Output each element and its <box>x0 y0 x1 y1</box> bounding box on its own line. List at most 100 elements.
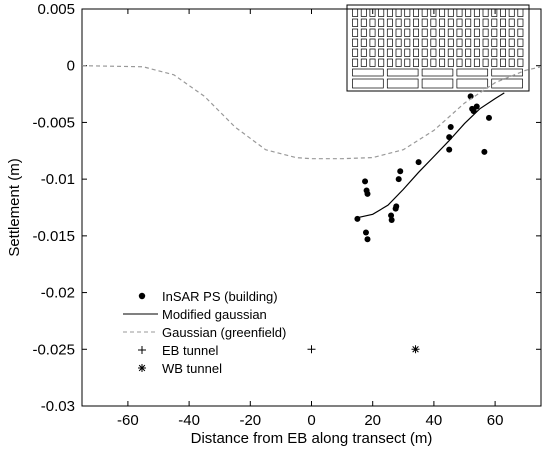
insar-ps-point <box>481 148 488 155</box>
building-window <box>491 28 498 37</box>
building-window <box>421 38 428 47</box>
x-tick-label: 20 <box>364 412 381 429</box>
x-tick-label: 40 <box>426 412 443 429</box>
building-window <box>473 48 480 57</box>
building-storefront <box>386 78 419 89</box>
building-window <box>517 18 524 27</box>
building-storefront <box>456 68 489 77</box>
insar-ps-point <box>397 168 404 175</box>
building-window <box>456 18 463 27</box>
building-window <box>352 48 359 57</box>
y-tick-label: -0.005 <box>32 114 75 131</box>
insar-ps-point <box>395 176 402 183</box>
building-window <box>352 28 359 37</box>
legend-label: EB tunnel <box>162 343 218 358</box>
building-window <box>413 38 419 47</box>
building-window <box>465 58 472 67</box>
building-window <box>421 48 428 57</box>
building-window <box>456 48 463 57</box>
building-window <box>447 18 454 27</box>
building-window <box>500 18 506 27</box>
building-window <box>473 38 480 47</box>
x-axis-label: Distance from EB along transect (m) <box>191 430 433 447</box>
y-tick-label: -0.025 <box>32 341 75 358</box>
building-window <box>439 48 446 57</box>
building-window <box>413 18 419 27</box>
building-window <box>447 48 454 57</box>
legend-asterisk-marker <box>138 364 146 372</box>
x-axis: -60 -40 -20 0 20 40 60 <box>117 9 503 429</box>
building-window <box>386 28 393 37</box>
building-window <box>360 48 367 57</box>
building-window <box>508 38 515 47</box>
insar-ps-point <box>447 123 454 130</box>
building-window <box>500 58 506 67</box>
building-window <box>378 38 385 47</box>
building-storefront <box>386 68 419 77</box>
building-window <box>395 38 402 47</box>
building-window <box>473 18 480 27</box>
building-window <box>413 58 419 67</box>
building-window <box>491 48 498 57</box>
building-window <box>369 38 376 47</box>
building-window <box>482 38 489 47</box>
y-tick-label: -0.03 <box>41 398 75 415</box>
building-window <box>517 28 524 37</box>
y-axis-label: Settlement (m) <box>6 158 23 256</box>
building-storefront <box>421 68 454 77</box>
building-window <box>378 48 385 57</box>
building-window <box>378 18 385 27</box>
building-window <box>473 58 480 67</box>
building-window <box>439 38 446 47</box>
x-tick-label: -40 <box>178 412 200 429</box>
building-window <box>404 38 411 47</box>
building-window <box>430 38 437 47</box>
building-window <box>369 48 376 57</box>
building-window <box>360 18 367 27</box>
insar-ps-point <box>446 134 453 141</box>
building-window <box>352 58 359 67</box>
building-window <box>491 18 498 27</box>
x-tick-label: -60 <box>117 412 139 429</box>
y-tick-label: 0 <box>67 58 75 75</box>
building-window <box>447 38 454 47</box>
legend-dot-marker <box>138 292 146 300</box>
insar-ps-point <box>364 190 371 197</box>
building-window <box>482 18 489 27</box>
building-window <box>508 28 515 37</box>
building-window <box>508 18 515 27</box>
building-window <box>404 48 411 57</box>
building-window <box>421 18 428 27</box>
building-window <box>500 28 506 37</box>
building-window <box>517 48 524 57</box>
building-window <box>404 58 411 67</box>
wb-tunnel-marker <box>411 345 420 354</box>
building-window <box>421 28 428 37</box>
building-window <box>439 28 446 37</box>
building-window <box>465 28 472 37</box>
insar-ps-point <box>446 146 453 153</box>
legend-item-eb-tunnel: EB tunnel <box>138 343 218 358</box>
building-window <box>456 28 463 37</box>
building-window <box>378 28 385 37</box>
building-window <box>395 28 402 37</box>
legend-item-gaussian-greenfield: Gaussian (greenfield) <box>123 325 286 340</box>
building-window <box>517 58 524 67</box>
insar-ps-point <box>388 212 395 219</box>
series-layer <box>81 65 542 354</box>
building-window <box>395 48 402 57</box>
building-window <box>465 48 472 57</box>
building-window <box>386 38 393 47</box>
insar-ps-point <box>364 236 371 243</box>
y-tick-label: -0.015 <box>32 228 75 245</box>
building-window <box>413 28 419 37</box>
building-window <box>508 58 515 67</box>
modified-gaussian-line <box>357 92 505 219</box>
y-tick-label: -0.01 <box>41 171 75 188</box>
building-storefront <box>352 78 384 89</box>
building-window <box>439 18 446 27</box>
legend-label: WB tunnel <box>162 361 222 376</box>
building-window <box>404 18 411 27</box>
building-window <box>378 58 385 67</box>
